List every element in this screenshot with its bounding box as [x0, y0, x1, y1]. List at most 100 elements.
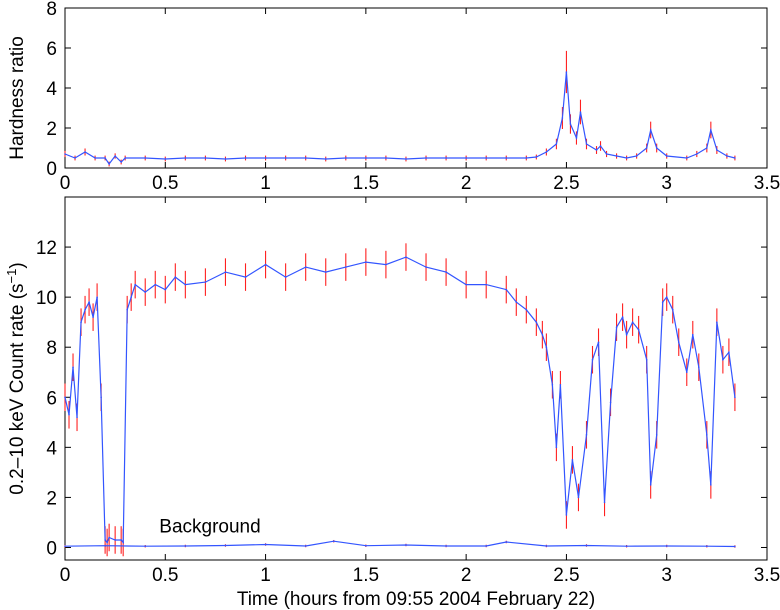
y-tick-label: 4	[46, 79, 57, 100]
data-point	[631, 321, 634, 323]
data-point	[599, 145, 602, 147]
data-point	[637, 328, 640, 331]
data-point	[264, 263, 267, 266]
data-point	[551, 383, 554, 386]
data-point	[114, 539, 116, 541]
data-point	[706, 434, 708, 436]
y-tick-label: 0	[46, 159, 57, 180]
data-point	[525, 157, 528, 159]
data-point	[685, 157, 688, 159]
data-point	[706, 545, 708, 548]
x-tick-label: 0	[60, 565, 71, 586]
data-point	[120, 539, 122, 541]
y-tick-label: 8	[46, 0, 57, 20]
data-point	[597, 341, 600, 344]
data-point	[425, 157, 427, 159]
data-point	[174, 276, 177, 278]
data-point	[585, 143, 588, 145]
y-tick-label: 2	[46, 488, 57, 509]
data-point	[541, 333, 544, 336]
data-point	[385, 157, 387, 159]
x-tick-label: 1.5	[353, 565, 379, 586]
x-tick-label: 0	[60, 173, 71, 194]
data-point	[649, 484, 652, 486]
data-point	[104, 157, 106, 159]
data-point	[345, 266, 347, 268]
y-axis-label-superscript: −1	[4, 269, 19, 284]
data-point	[124, 157, 126, 159]
data-point	[535, 156, 538, 158]
x-tick-label: 0.5	[152, 565, 178, 586]
data-point	[108, 163, 110, 165]
data-point	[284, 157, 287, 159]
data-series-line	[64, 71, 736, 166]
data-point	[555, 446, 558, 449]
data-point	[224, 271, 227, 273]
data-point	[645, 147, 648, 149]
data-point	[405, 158, 407, 160]
x-tick-label: 2.5	[553, 565, 579, 586]
y-axis-label: Hardness ratio	[7, 36, 28, 160]
data-point	[621, 316, 624, 318]
data-point	[706, 147, 708, 149]
x-tick-label: 3	[661, 565, 672, 586]
data-point	[535, 321, 538, 323]
data-point	[264, 157, 267, 159]
x-axis-label: Time (hours from 09:55 2004 February 22)	[237, 589, 595, 610]
y-axis-label-main: 0.2–10 keV Count rate (s	[7, 283, 28, 494]
data-point	[224, 544, 227, 547]
data-point	[100, 396, 102, 399]
data-point	[332, 540, 335, 543]
data-point	[625, 333, 628, 336]
data-point	[565, 71, 568, 73]
data-point	[184, 283, 187, 286]
data-point	[84, 308, 86, 311]
data-point	[615, 155, 618, 157]
y-tick-label: 6	[46, 388, 57, 409]
data-point	[649, 129, 652, 131]
data-point	[224, 158, 227, 160]
plot-frame	[64, 7, 768, 169]
data-point	[304, 266, 307, 268]
y-axis-label-end: )	[7, 262, 28, 268]
y-tick-label: 8	[46, 338, 57, 359]
data-point	[734, 157, 736, 159]
x-tick-label: 3.5	[754, 565, 780, 586]
y-tick-label: 0	[46, 538, 57, 559]
data-point	[425, 266, 427, 268]
data-point	[244, 157, 247, 159]
data-point	[635, 155, 638, 157]
data-point	[585, 544, 588, 547]
data-point	[164, 288, 167, 291]
data-point	[609, 401, 612, 404]
data-point	[696, 153, 698, 155]
background-series-line	[64, 540, 735, 548]
data-point	[710, 129, 712, 131]
data-point	[104, 544, 106, 547]
data-point	[575, 137, 578, 139]
data-point	[710, 484, 712, 486]
x-tick-label: 3.5	[754, 173, 780, 194]
data-point	[591, 358, 594, 361]
data-point	[405, 256, 407, 258]
data-point	[555, 143, 558, 145]
data-point	[625, 545, 628, 548]
data-point	[64, 153, 66, 155]
data-point	[671, 308, 674, 311]
data-point	[485, 157, 488, 159]
data-point	[677, 341, 680, 344]
data-point	[734, 545, 736, 548]
data-point	[324, 158, 327, 160]
data-point	[106, 541, 108, 544]
data-point	[122, 541, 124, 544]
y-axis-label: 0.2–10 keV Count rate (s−1)	[4, 262, 29, 494]
data-point	[726, 155, 728, 157]
y-tick-label: 4	[46, 438, 57, 459]
data-point	[284, 276, 287, 278]
data-point	[545, 151, 548, 153]
data-point	[104, 539, 106, 541]
data-point	[685, 371, 688, 374]
x-tick-label: 1.5	[353, 173, 379, 194]
data-point	[68, 414, 70, 416]
